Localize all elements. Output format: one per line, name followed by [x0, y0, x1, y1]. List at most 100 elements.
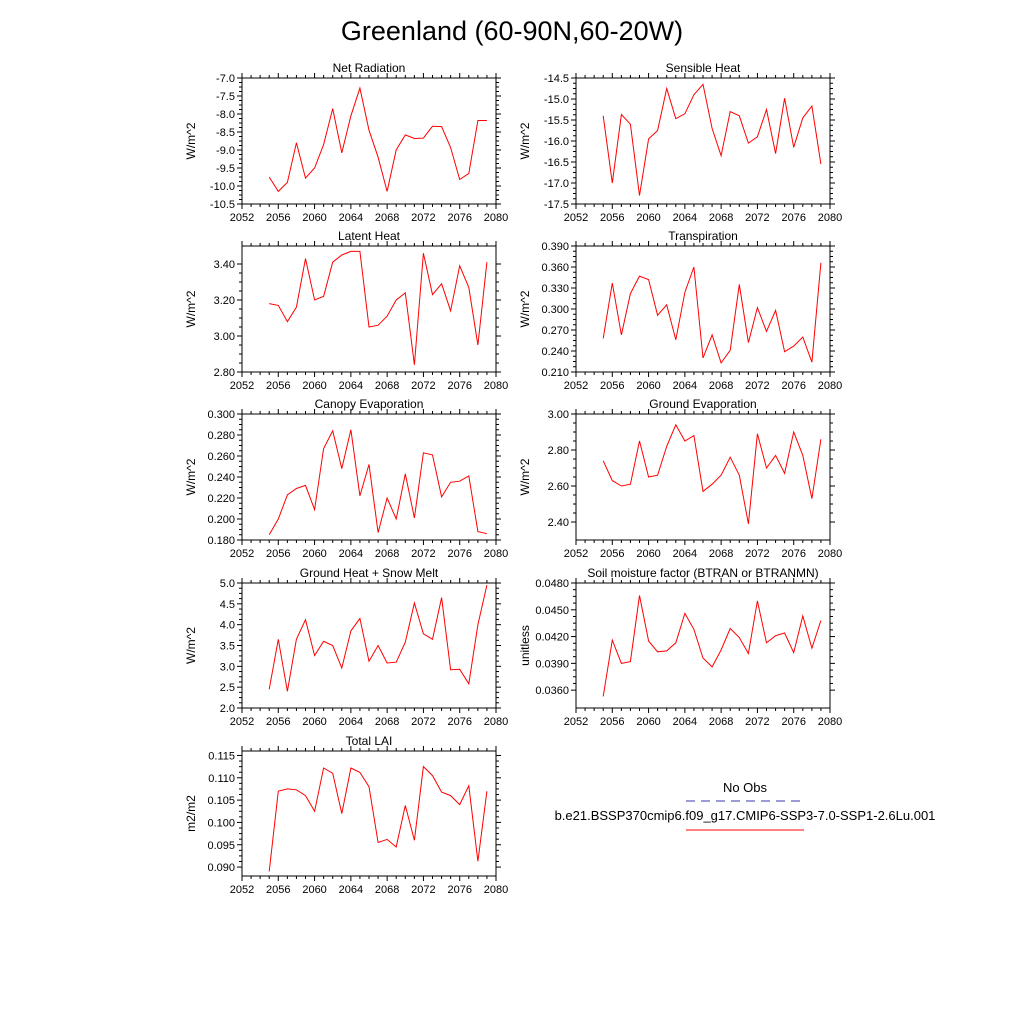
x-tick-label: 2056	[600, 380, 624, 392]
x-tick-label: 2076	[781, 548, 805, 560]
y-tick-label: 0.200	[207, 514, 235, 526]
y-tick-label: -10.5	[210, 199, 235, 211]
x-tick-label: 2056	[266, 380, 290, 392]
series-line	[602, 423, 822, 524]
x-tick-label: 2052	[564, 548, 588, 560]
x-tick-label: 2052	[230, 212, 254, 224]
x-tick-label: 2080	[818, 716, 842, 728]
x-tick-label: 2076	[447, 548, 471, 560]
x-tick-label: 2052	[564, 716, 588, 728]
y-axis-label: W/m^2	[184, 458, 198, 495]
x-tick-label: 2056	[600, 716, 624, 728]
x-tick-label: 2060	[636, 212, 660, 224]
x-tick-label: 2072	[411, 548, 435, 560]
x-tick-label: 2064	[339, 380, 363, 392]
x-tick-label: 2080	[484, 548, 508, 560]
y-tick-label: 0.090	[207, 862, 235, 874]
y-tick-label: 0.270	[541, 325, 569, 337]
series-line	[268, 429, 488, 536]
y-axis-label: m2/m2	[184, 795, 198, 832]
x-tick-label: 2060	[302, 548, 326, 560]
x-tick-label: 2072	[411, 716, 435, 728]
y-tick-label: 5.0	[220, 578, 235, 590]
y-tick-label: 0.240	[207, 472, 235, 484]
y-tick-label: -10.0	[210, 181, 235, 193]
series-line	[602, 83, 822, 196]
y-axis-label: W/m^2	[518, 122, 532, 159]
y-tick-label: 0.300	[207, 409, 235, 421]
x-tick-label: 2056	[266, 716, 290, 728]
y-tick-label: 0.0360	[535, 685, 569, 697]
x-tick-label: 2056	[600, 212, 624, 224]
y-tick-label: 0.360	[541, 262, 569, 274]
y-tick-label: 0.260	[207, 451, 235, 463]
legend: No Obs b.e21.BSSP370cmip6.f09_g17.CMIP6-…	[555, 780, 935, 831]
y-tick-label: -17.0	[544, 178, 569, 190]
x-tick-label: 2052	[230, 548, 254, 560]
panels: Net Radiation W/m^2 2052 2056 2060 2064 2068 20…	[184, 61, 842, 896]
chart-panel: Total LAI m2/m2 2052 2056 2060 2064 2068 2072 20…	[184, 734, 508, 896]
y-tick-label: 0.0480	[535, 578, 569, 590]
panel-title: Ground Evaporation	[649, 397, 756, 411]
y-tick-label: 0.0450	[535, 605, 569, 617]
x-tick-label: 2068	[709, 716, 733, 728]
panel-title: Ground Heat + Snow Melt	[300, 566, 439, 580]
y-axis-label: W/m^2	[184, 627, 198, 664]
y-tick-label: -15.5	[544, 115, 569, 127]
y-tick-label: 2.60	[548, 481, 569, 493]
x-tick-label: 2072	[745, 716, 769, 728]
x-tick-label: 2064	[673, 716, 697, 728]
x-tick-label: 2064	[339, 212, 363, 224]
y-tick-label: 3.5	[220, 641, 235, 653]
x-tick-label: 2052	[230, 716, 254, 728]
chart-panel: Ground Evaporation W/m^2 2052 2056 2060 2064 2…	[518, 397, 842, 560]
x-tick-label: 2052	[230, 380, 254, 392]
chart-panel: Ground Heat + Snow Melt W/m^2 2052 2056 2060…	[184, 566, 508, 728]
chart-panel: Latent Heat W/m^2 2052 2056 2060 2064 2068 2072…	[184, 229, 508, 392]
y-tick-label: 3.20	[214, 295, 235, 307]
y-tick-label: -16.0	[544, 136, 569, 148]
series-line	[268, 765, 488, 872]
y-tick-label: 3.40	[214, 259, 235, 271]
x-tick-label: 2076	[781, 380, 805, 392]
series-line	[602, 595, 822, 697]
y-axis-label: unitless	[518, 625, 532, 666]
series-line	[269, 250, 488, 365]
x-tick-label: 2056	[266, 884, 290, 896]
panel-title: Soil moisture factor (BTRAN or BTRANMN)	[587, 566, 818, 580]
x-tick-label: 2068	[375, 212, 399, 224]
y-tick-label: 4.5	[220, 599, 235, 611]
y-tick-label: 0.330	[541, 283, 569, 295]
x-tick-label: 2060	[636, 716, 660, 728]
x-tick-label: 2072	[411, 884, 435, 896]
x-tick-label: 2076	[447, 380, 471, 392]
y-tick-label: 0.220	[207, 493, 235, 505]
y-tick-label: 2.80	[548, 445, 569, 457]
y-tick-label: 0.095	[207, 840, 235, 852]
panel-title: Total LAI	[346, 734, 393, 748]
y-tick-label: -9.0	[216, 145, 235, 157]
x-tick-label: 2076	[781, 212, 805, 224]
y-tick-label: 0.0420	[535, 632, 569, 644]
panel-title: Sensible Heat	[666, 61, 741, 75]
x-tick-label: 2072	[745, 212, 769, 224]
y-tick-label: 0.300	[541, 304, 569, 316]
x-tick-label: 2064	[339, 884, 363, 896]
panel-title: Latent Heat	[338, 229, 401, 243]
x-tick-label: 2072	[411, 380, 435, 392]
x-tick-label: 2072	[745, 380, 769, 392]
x-tick-label: 2052	[564, 212, 588, 224]
x-tick-label: 2068	[709, 548, 733, 560]
panel-title: Canopy Evaporation	[315, 397, 424, 411]
y-tick-label: 3.00	[214, 331, 235, 343]
y-tick-label: 0.280	[207, 430, 235, 442]
panel-title: Net Radiation	[333, 61, 406, 75]
x-tick-label: 2060	[302, 380, 326, 392]
y-tick-label: 0.100	[207, 817, 235, 829]
y-tick-label: -16.5	[544, 157, 569, 169]
x-tick-label: 2076	[781, 716, 805, 728]
x-tick-label: 2080	[818, 548, 842, 560]
y-tick-label: 0.0390	[535, 658, 569, 670]
x-tick-label: 2080	[818, 380, 842, 392]
y-tick-label: 0.105	[207, 795, 235, 807]
